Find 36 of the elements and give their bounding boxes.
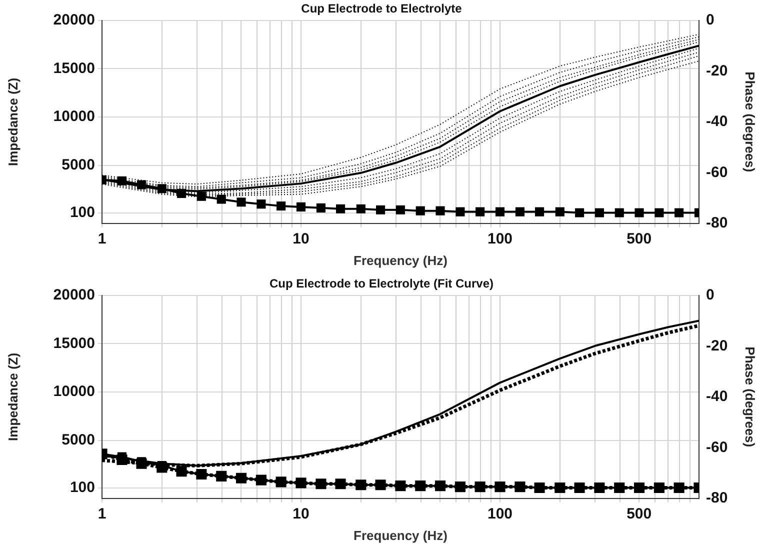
y2-tick-label: -60 — [706, 164, 728, 181]
y-tick-label: 100 — [70, 478, 95, 496]
x-tick-label: 500 — [626, 230, 652, 248]
x-tick-label: 1 — [98, 230, 106, 248]
x-tick-label: 1 — [98, 506, 106, 523]
y2-tick-label: -80 — [706, 490, 728, 507]
y2-tick-label: -20 — [706, 337, 728, 354]
x-axis-title: Frequency (Hz) — [354, 252, 448, 268]
y-tick-label: 20000 — [53, 286, 95, 304]
y-tick-label: 10000 — [53, 383, 95, 400]
y-tick-label: 100 — [70, 204, 95, 221]
y2-tick-label: 0 — [706, 286, 714, 304]
y2-tick-label: -80 — [706, 214, 728, 232]
y-tick-label: 20000 — [53, 12, 95, 29]
x-tick-label: 100 — [487, 230, 513, 248]
y2-tick-label: -20 — [706, 62, 728, 80]
chart-title: Cup Electrode to Electrolyte (Fit Curve) — [269, 276, 494, 291]
y2-tick-label: -40 — [706, 113, 728, 130]
x-axis-title: Frequency (Hz) — [354, 528, 448, 543]
y2-tick-label: -40 — [706, 388, 728, 406]
y2-axis-title: Phase (degrees) — [742, 72, 758, 172]
x-tick-label: 10 — [292, 230, 310, 248]
y-tick-label: 15000 — [53, 334, 95, 352]
x-tick-label: 500 — [626, 506, 652, 523]
y-tick-label: 10000 — [53, 108, 95, 126]
x-tick-label: 10 — [292, 506, 310, 523]
y-axis-title: Impedance (Z) — [5, 78, 20, 166]
y-tick-label: 5000 — [62, 432, 95, 449]
y-axis-title: Impedance (Z) — [5, 352, 20, 441]
chart-title: Cup Electrode to Electrolyte — [301, 2, 462, 16]
y-tick-label: 5000 — [62, 156, 95, 174]
y2-axis-title: Phase (degrees) — [742, 346, 758, 448]
y2-tick-label: -60 — [706, 438, 728, 456]
y2-tick-label: 0 — [706, 12, 714, 29]
x-tick-label: 100 — [487, 506, 513, 523]
y-tick-label: 15000 — [53, 60, 95, 77]
